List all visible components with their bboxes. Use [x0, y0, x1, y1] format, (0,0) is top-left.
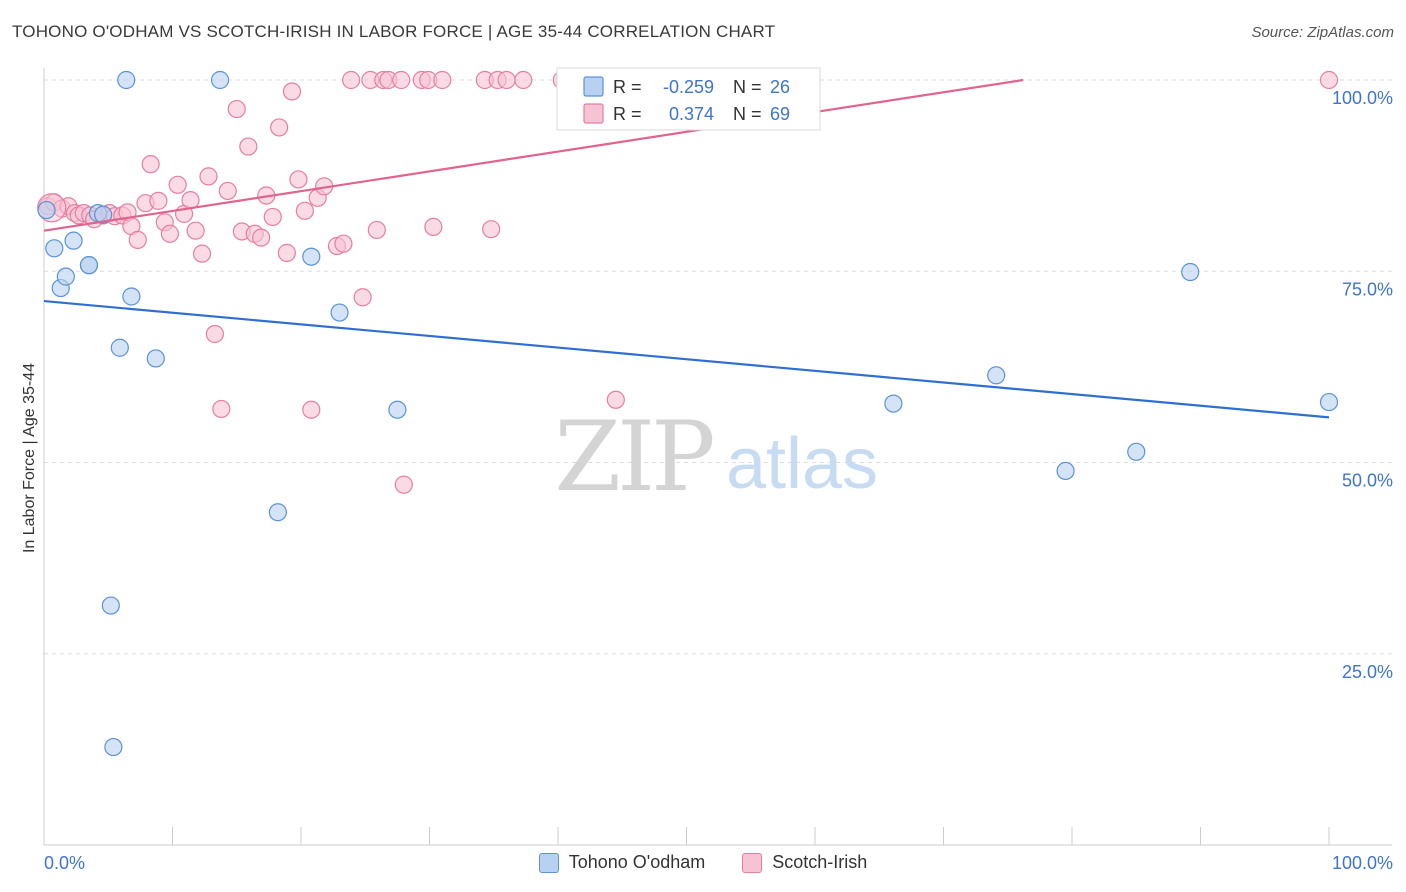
series-scotch-irish-points	[37, 70, 1339, 494]
y-tick-label: 100.0%	[1332, 88, 1393, 108]
tohono-oodham-point	[94, 205, 113, 224]
legend-item-tohono-oodham[interactable]: Tohono O'odham	[538, 852, 706, 873]
scotch-irish-point	[482, 220, 501, 239]
tohono-oodham-point	[210, 70, 230, 90]
scotch-irish-point	[514, 70, 533, 90]
scotch-irish-point	[1319, 70, 1339, 90]
x-tick-label: 0.0%	[44, 853, 85, 873]
scotch-irish-point	[282, 82, 302, 101]
tohono-oodham-point	[37, 200, 56, 220]
tohono-oodham-point	[1181, 262, 1200, 282]
scotch-irish-point	[186, 221, 205, 240]
scotch-irish-point	[433, 70, 452, 90]
scotch-irish-point	[353, 288, 372, 307]
legend-label-scotch-irish: Scotch-Irish	[772, 852, 868, 872]
scotch-irish-point	[334, 234, 353, 253]
watermark: ZIP atlas	[554, 401, 878, 513]
tohono-oodham-point	[110, 338, 129, 357]
legend-swatch	[583, 103, 604, 124]
scotch-irish-point	[239, 137, 258, 156]
watermark-atlas: atlas	[726, 424, 878, 504]
scotch-irish-point	[302, 400, 321, 419]
legend-r-value: 0.374	[669, 104, 714, 124]
tohono-oodham-point	[1319, 392, 1339, 412]
legend-swatch-pink	[742, 852, 763, 873]
tohono-oodham-point	[302, 247, 321, 266]
legend-n-label: N =	[733, 77, 762, 97]
trend-lines	[43, 78, 1330, 419]
tohono-oodham-point	[388, 400, 407, 419]
y-tick-label: 25.0%	[1342, 662, 1393, 682]
tohono-oodham-point	[79, 256, 99, 275]
scotch-irish-point	[392, 70, 411, 90]
scotch-irish-point	[128, 230, 147, 249]
legend-label-tohono-oodham: Tohono O'odham	[568, 852, 706, 872]
trend-line-scotch-irish	[43, 78, 1024, 232]
watermark-zip: ZIP	[554, 401, 713, 513]
scotch-irish-point	[149, 191, 168, 210]
scotch-irish-point	[192, 244, 212, 263]
scotch-irish-point	[168, 175, 187, 194]
scotch-irish-point	[606, 390, 625, 409]
legend-n-label: N =	[733, 104, 762, 124]
tohono-oodham-point	[1127, 442, 1146, 461]
trend-line-tohono-oodham	[43, 299, 1330, 419]
tohono-oodham-point	[1056, 461, 1075, 481]
legend-stats-box: R = -0.259 N = 26 R = 0.374 N = 69	[556, 67, 821, 131]
scotch-irish-point	[289, 170, 308, 189]
scotch-irish-point	[497, 70, 516, 90]
tick-labels: 100.0% 75.0% 50.0% 25.0% 0.0% 100.0%	[44, 88, 1393, 873]
legend-swatch	[583, 76, 604, 97]
scotch-irish-point	[295, 201, 314, 220]
tohono-oodham-point	[45, 239, 64, 258]
legend-n-value: 69	[770, 104, 790, 124]
series-tohono-oodham-points	[37, 70, 1339, 757]
tohono-oodham-point	[56, 267, 75, 286]
tohono-oodham-point	[101, 596, 120, 615]
scotch-irish-point	[263, 207, 282, 227]
scotch-irish-point	[141, 155, 160, 174]
scotch-irish-point	[252, 228, 271, 247]
scotch-irish-point	[367, 220, 386, 240]
x-tick-label: 100.0%	[1332, 853, 1393, 873]
grid-lines	[44, 79, 1392, 655]
tohono-oodham-point	[987, 366, 1006, 385]
scotch-irish-point	[270, 118, 289, 137]
tohono-oodham-point	[104, 737, 123, 757]
y-tick-label: 75.0%	[1342, 279, 1393, 299]
legend-r-label: R =	[613, 104, 642, 124]
y-tick-label: 50.0%	[1342, 471, 1393, 491]
scotch-irish-point	[424, 217, 443, 236]
axes	[43, 68, 1392, 846]
tohono-oodham-point	[146, 349, 165, 368]
legend-swatch-blue	[538, 852, 559, 873]
tohono-oodham-point	[884, 394, 903, 413]
scotch-irish-point	[160, 224, 180, 243]
tohono-oodham-point	[117, 70, 136, 90]
scotch-irish-point	[227, 99, 246, 119]
legend-r-value: -0.259	[663, 77, 714, 97]
legend-n-value: 26	[770, 77, 790, 97]
tohono-oodham-point	[64, 231, 83, 250]
legend-item-scotch-irish[interactable]: Scotch-Irish	[742, 852, 867, 873]
tohono-oodham-point	[122, 287, 141, 306]
tohono-oodham-point	[268, 503, 287, 522]
chart-title: TOHONO O'ODHAM VS SCOTCH-IRISH IN LABOR …	[12, 22, 776, 41]
scotch-irish-point	[394, 475, 413, 494]
scotch-irish-point	[181, 191, 200, 210]
scotch-irish-point	[205, 324, 225, 344]
legend-bottom: Tohono O'odham Scotch-Irish	[0, 852, 1406, 878]
scotch-irish-point	[199, 167, 218, 186]
scotch-irish-point	[277, 243, 296, 262]
scotch-irish-point	[218, 181, 237, 201]
scotch-irish-point	[212, 399, 231, 419]
tohono-oodham-point	[330, 303, 349, 322]
legend-r-label: R =	[613, 77, 642, 97]
source-label: Source: ZipAtlas.com	[1251, 24, 1394, 41]
scotch-irish-point	[342, 70, 361, 90]
